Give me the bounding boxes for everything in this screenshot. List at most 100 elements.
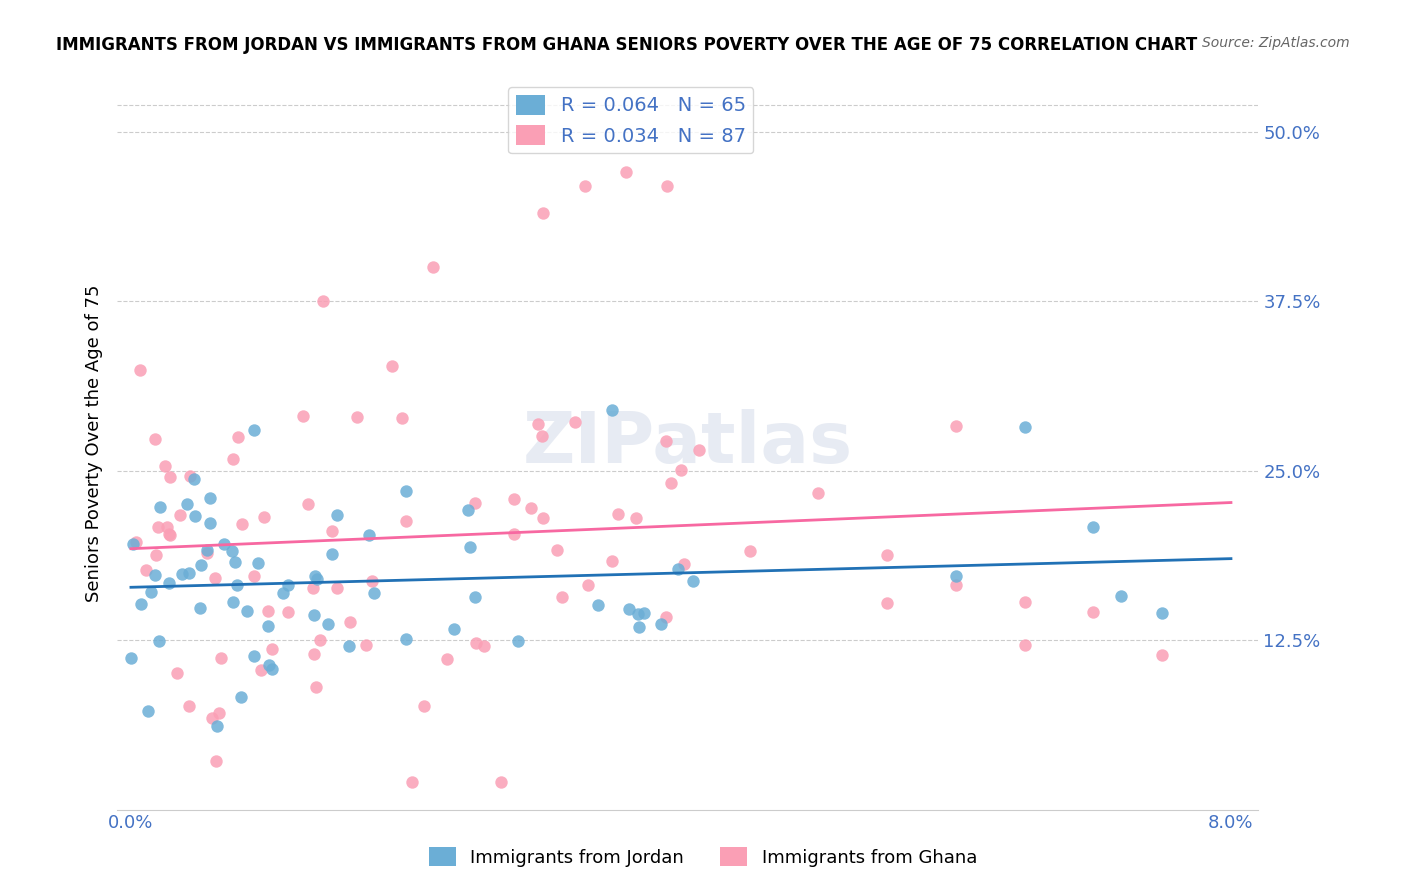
Point (297, 497, 319, 511)
Point (177, 566, 200, 580)
Point (339, 615, 361, 630)
Point (600, 554, 623, 568)
Point (672, 558, 695, 572)
Point (253, 510, 276, 524)
Point (436, 652, 458, 666)
Point (271, 585, 294, 599)
Text: ZIPatlas: ZIPatlas (523, 409, 853, 478)
Point (318, 617, 340, 632)
Point (682, 574, 704, 589)
Point (148, 634, 170, 648)
Point (204, 571, 226, 585)
Point (198, 491, 221, 505)
Point (260, 662, 283, 676)
Point (321, 524, 343, 538)
Point (188, 601, 211, 615)
Point (184, 509, 207, 524)
Point (443, 622, 465, 636)
Point (326, 508, 349, 523)
Point (422, 260, 444, 275)
Point (124, 535, 146, 549)
Point (661, 476, 683, 491)
Point (156, 520, 179, 534)
Point (312, 294, 335, 309)
Point (257, 604, 280, 618)
Point (120, 651, 142, 665)
Point (1083, 519, 1105, 533)
Point (326, 581, 349, 595)
Y-axis label: Seniors Poverty Over the Age of 75: Seniors Poverty Over the Age of 75 (86, 285, 103, 602)
Point (624, 510, 647, 524)
Point (669, 463, 692, 477)
Point (945, 419, 967, 434)
Point (650, 616, 672, 631)
Text: IMMIGRANTS FROM JORDAN VS IMMIGRANTS FROM GHANA SENIORS POVERTY OVER THE AGE OF : IMMIGRANTS FROM JORDAN VS IMMIGRANTS FRO… (56, 36, 1198, 54)
Point (627, 607, 650, 622)
Point (464, 636, 486, 650)
Point (657, 178, 679, 193)
Point (876, 548, 898, 562)
Point (401, 775, 423, 789)
Point (222, 595, 245, 609)
Point (250, 663, 273, 677)
Point (533, 511, 555, 525)
Point (489, 775, 512, 789)
Point (159, 527, 181, 541)
Point (225, 578, 247, 592)
Point (508, 633, 530, 648)
Point (503, 527, 526, 541)
Point (195, 543, 218, 558)
Point (235, 603, 257, 617)
Point (688, 442, 710, 457)
Point (586, 598, 609, 612)
Point (243, 648, 266, 663)
Point (257, 658, 280, 673)
Point (157, 527, 180, 541)
Point (381, 359, 404, 374)
Point (527, 417, 550, 431)
Point (395, 632, 418, 646)
Point (1014, 595, 1036, 609)
Point (361, 574, 384, 588)
Point (617, 601, 640, 615)
Point (395, 514, 418, 528)
Point (520, 501, 543, 516)
Point (146, 520, 169, 534)
Point (337, 640, 360, 654)
Point (145, 548, 167, 562)
Point (149, 500, 172, 515)
Point (198, 516, 221, 530)
Point (1152, 648, 1174, 662)
Point (260, 642, 283, 657)
Point (205, 719, 228, 733)
Point (666, 562, 689, 576)
Point (305, 572, 328, 586)
Point (363, 586, 385, 600)
Legend: Immigrants from Jordan, Immigrants from Ghana: Immigrants from Jordan, Immigrants from … (422, 840, 984, 874)
Point (122, 537, 145, 551)
Point (166, 666, 188, 681)
Point (157, 576, 180, 591)
Legend: R = 0.064   N = 65, R = 0.034   N = 87: R = 0.064 N = 65, R = 0.034 N = 87 (508, 87, 754, 153)
Point (945, 568, 967, 582)
Point (257, 619, 280, 633)
Point (945, 578, 967, 592)
Point (190, 558, 212, 573)
Point (143, 567, 166, 582)
Point (346, 410, 368, 425)
Point (1014, 638, 1036, 652)
Point (221, 543, 243, 558)
Point (654, 434, 676, 448)
Point (531, 429, 554, 443)
Point (292, 409, 315, 424)
Point (224, 555, 246, 569)
Point (551, 590, 574, 604)
Point (1083, 605, 1105, 619)
Point (457, 502, 479, 516)
Point (354, 638, 377, 652)
Point (321, 547, 343, 561)
Point (302, 607, 325, 622)
Point (614, 165, 637, 179)
Point (243, 424, 266, 438)
Point (159, 470, 181, 484)
